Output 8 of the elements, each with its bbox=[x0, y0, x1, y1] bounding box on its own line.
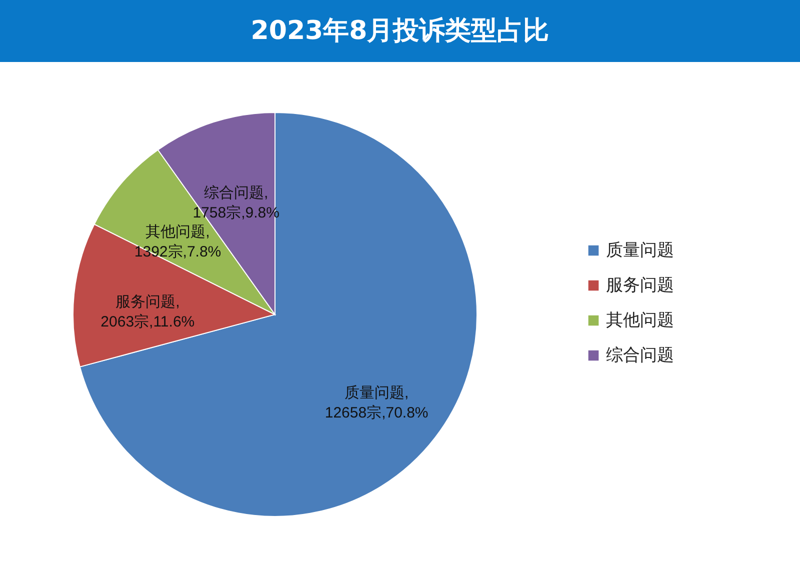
data-label: 质量问题,12658宗,70.8% bbox=[324, 384, 428, 422]
legend-label: 综合问题 bbox=[606, 346, 674, 364]
legend-label: 质量问题 bbox=[606, 240, 674, 260]
legend-label: 其他问题 bbox=[606, 310, 674, 330]
data-label: 其他问题,1392宗,7.8% bbox=[134, 223, 222, 260]
legend-label: 服务问题 bbox=[606, 276, 674, 294]
chart-title: 2023年8月投诉类型占比 bbox=[0, 0, 800, 62]
data-label: 服务问题,2063宗,11.6% bbox=[100, 294, 195, 331]
